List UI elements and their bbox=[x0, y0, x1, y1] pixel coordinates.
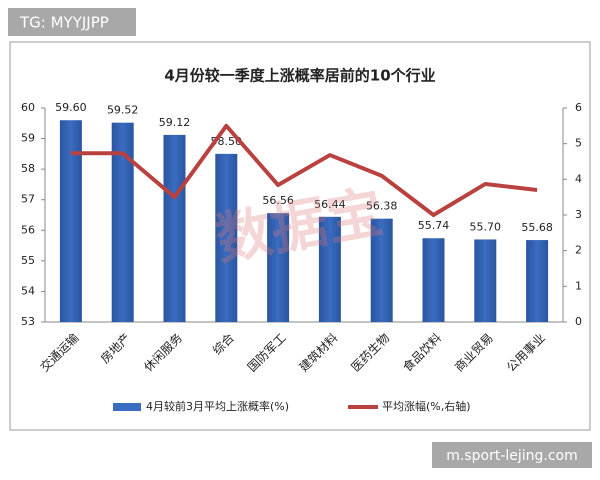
line bbox=[70, 123, 538, 217]
y2-tick-label: 5 bbox=[575, 137, 582, 150]
watermark-box bbox=[432, 442, 592, 468]
chart-title: 4月份较一季度上涨概率居前的10个行业 bbox=[164, 67, 435, 85]
y-tick-label: 56 bbox=[21, 223, 35, 236]
bar bbox=[370, 218, 393, 322]
y-tick-label: 58 bbox=[21, 162, 35, 175]
legend-label: 平均涨幅(%,右轴) bbox=[382, 399, 471, 413]
data-label: 59.12 bbox=[159, 116, 191, 129]
y2-tick-label: 3 bbox=[575, 208, 582, 221]
chart-frame bbox=[9, 41, 591, 431]
y-tick-label: 55 bbox=[21, 254, 35, 267]
watermark-box bbox=[8, 8, 136, 36]
data-label: 55.74 bbox=[418, 219, 450, 232]
data-label: 56.44 bbox=[314, 198, 346, 211]
legend-label: 4月较前3月平均上涨概率(%) bbox=[146, 399, 289, 413]
y2-tick-label: 6 bbox=[575, 101, 582, 114]
bar bbox=[318, 216, 341, 322]
y2-tick-label: 2 bbox=[575, 244, 582, 257]
watermark: TG: MYYJJPP bbox=[19, 14, 109, 32]
bar bbox=[526, 240, 549, 322]
bar bbox=[267, 213, 290, 322]
watermark: m.sport-lejing.com bbox=[446, 448, 578, 464]
y-tick-label: 60 bbox=[21, 101, 35, 114]
y-tick-label: 59 bbox=[21, 132, 35, 145]
data-label: 55.70 bbox=[470, 220, 502, 233]
legend-swatch bbox=[113, 403, 141, 411]
y-tick-label: 54 bbox=[21, 284, 35, 297]
data-label: 59.52 bbox=[107, 104, 139, 117]
y-tick-label: 53 bbox=[21, 315, 35, 328]
bar bbox=[111, 122, 134, 322]
bar bbox=[474, 239, 497, 322]
bar bbox=[59, 120, 82, 322]
data-label: 55.68 bbox=[521, 221, 553, 234]
data-label: 59.60 bbox=[55, 101, 87, 114]
bar bbox=[215, 153, 238, 322]
y2-tick-label: 1 bbox=[575, 279, 582, 292]
y2-tick-label: 0 bbox=[575, 315, 582, 328]
bar bbox=[422, 238, 445, 322]
y-tick-label: 57 bbox=[21, 193, 35, 206]
y2-tick-label: 4 bbox=[575, 172, 582, 185]
bar bbox=[163, 134, 186, 322]
data-label: 56.38 bbox=[366, 200, 398, 213]
data-label: 56.56 bbox=[262, 194, 294, 207]
